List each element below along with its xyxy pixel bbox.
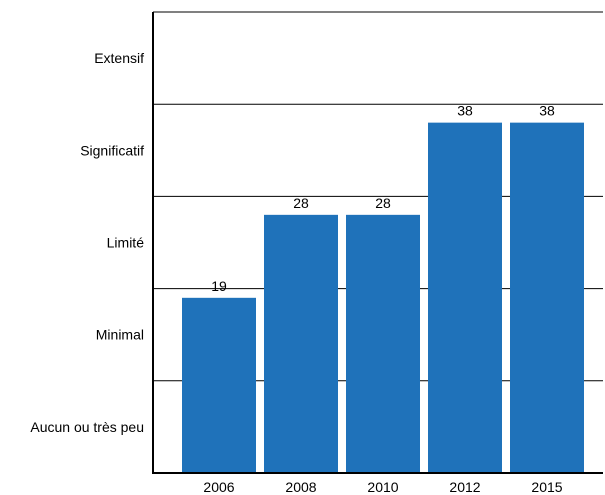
data-label: 19 bbox=[211, 278, 227, 294]
y-band-label: Significatif bbox=[80, 142, 144, 158]
x-tick-label: 2010 bbox=[367, 479, 398, 495]
bars-layer bbox=[182, 122, 584, 473]
x-tick-label: 2012 bbox=[449, 479, 480, 495]
bar bbox=[182, 297, 256, 473]
bar bbox=[428, 122, 502, 473]
data-label: 38 bbox=[539, 103, 555, 119]
data-label: 28 bbox=[293, 195, 309, 211]
bar bbox=[510, 122, 584, 473]
y-band-label: Limité bbox=[107, 235, 145, 251]
bar bbox=[346, 214, 420, 473]
x-tick-label: 2006 bbox=[203, 479, 234, 495]
y-band-label: Aucun ou très peu bbox=[30, 419, 144, 435]
y-band-label: Extensif bbox=[94, 50, 144, 66]
data-label: 28 bbox=[375, 195, 391, 211]
data-label: 38 bbox=[457, 103, 473, 119]
labels-layer: Aucun ou très peu Minimal Limité Significat… bbox=[30, 50, 562, 495]
y-band-label: Minimal bbox=[96, 327, 144, 343]
bar bbox=[264, 214, 338, 473]
x-tick-label: 2015 bbox=[531, 479, 562, 495]
x-tick-label: 2008 bbox=[285, 479, 316, 495]
